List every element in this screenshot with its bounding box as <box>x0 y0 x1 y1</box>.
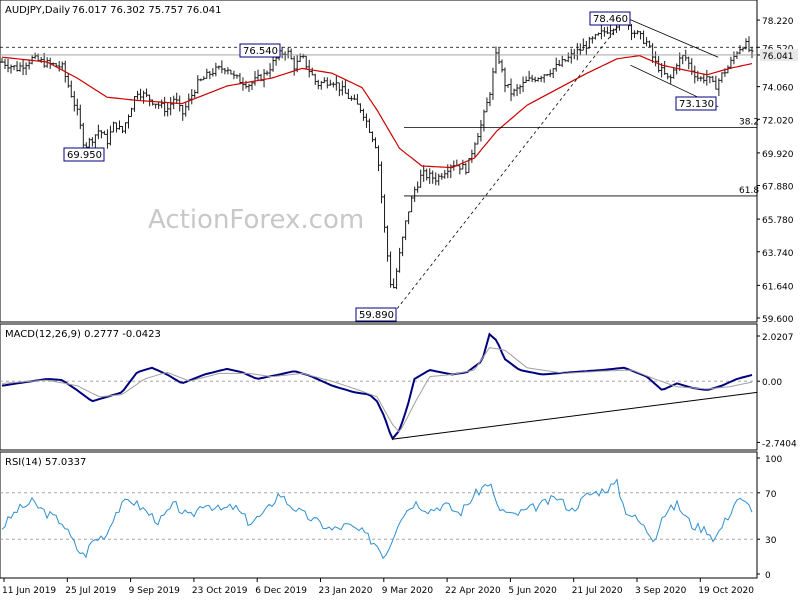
overlays <box>0 15 758 560</box>
annotation-labels: 78.460 76.540 69.950 59.890 73.130 38.2 61.8 <box>63 11 759 322</box>
price-axis-label: 63.740 <box>762 249 794 259</box>
date-axis-label: 11 Jun 2019 <box>2 586 56 596</box>
price-label-box <box>675 96 717 111</box>
macd-signal-line <box>1 347 753 433</box>
macd-axis-label: 0.00 <box>762 378 782 388</box>
price-label-box <box>355 307 397 322</box>
price-label-box <box>589 11 631 26</box>
macd-axis-label: -2.7404 <box>762 439 797 449</box>
date-axis-label: 23 Oct 2019 <box>192 586 248 596</box>
price-axis-label: 67.880 <box>762 183 794 193</box>
macd-line <box>1 332 753 441</box>
date-axis-label: 9 Mar 2020 <box>382 586 434 596</box>
date-axis-label: 19 Oct 2020 <box>698 586 754 596</box>
date-axis-label: 5 Jun 2020 <box>508 586 557 596</box>
macd-title: MACD(12,26,9) 0.2777 -0.0423 <box>5 329 161 340</box>
axis-ticks: 78.22076.52076.04174.06072.02069.92067.8… <box>2 17 798 596</box>
rsi-axis-label: 0 <box>765 571 771 581</box>
macd-trendline <box>391 391 758 440</box>
price-label: 69.950 <box>67 150 102 161</box>
price-panel-frame <box>0 0 758 323</box>
price-axis-label: 69.920 <box>762 150 794 160</box>
grid-lines <box>0 380 757 540</box>
price-label-box <box>63 147 105 162</box>
watermark: ActionForex.com <box>148 205 364 235</box>
price-axis-label: 61.640 <box>762 282 794 292</box>
rsi-axis-label: 70 <box>765 490 777 500</box>
chart-header-ohlc: 76.017 76.302 75.757 76.041 <box>72 5 222 16</box>
chart-header-symbol: AUDJPY,Daily <box>5 5 70 16</box>
macd-panel-frame <box>0 323 758 451</box>
price-axis-label: 74.060 <box>762 84 794 94</box>
fib-label: 61.8 <box>739 186 759 196</box>
channel-top-line <box>628 18 719 58</box>
price-label: 73.130 <box>679 99 714 110</box>
price-axis-tag <box>760 48 798 61</box>
moving-average-line <box>1 54 753 169</box>
rsi-axis-label: 30 <box>765 536 777 546</box>
price-axis-label: 59.600 <box>762 315 794 325</box>
date-axis-label: 22 Apr 2020 <box>445 586 501 596</box>
date-axis-label: 21 Jul 2020 <box>572 586 623 596</box>
price-label-box <box>239 43 281 58</box>
price-label: 59.890 <box>359 310 394 321</box>
price-axis-label: 78.220 <box>762 17 794 27</box>
date-axis-label: 9 Sep 2019 <box>129 586 181 596</box>
price-axis-label: 65.780 <box>762 216 794 226</box>
date-axis-label: 25 Jul 2019 <box>65 586 116 596</box>
macd-axis-label: 2.0207 <box>762 333 794 343</box>
date-axis-label: 3 Sep 2020 <box>635 586 687 596</box>
price-axis-label: 72.020 <box>762 116 794 126</box>
fib-retracement-diagonal <box>393 15 627 314</box>
price-label: 76.540 <box>243 46 278 57</box>
price-axis-label: 76.041 <box>762 52 794 62</box>
rsi-panel-frame <box>0 451 758 579</box>
date-axis-label: 23 Jan 2020 <box>319 586 373 596</box>
rsi-line <box>1 478 753 560</box>
rsi-title: RSI(14) 57.0337 <box>5 457 86 468</box>
date-axis-label: 6 Dec 2019 <box>255 586 307 596</box>
price-label: 78.460 <box>593 14 628 25</box>
fib-label: 38.2 <box>739 118 759 128</box>
rsi-axis-label: 100 <box>765 455 782 465</box>
